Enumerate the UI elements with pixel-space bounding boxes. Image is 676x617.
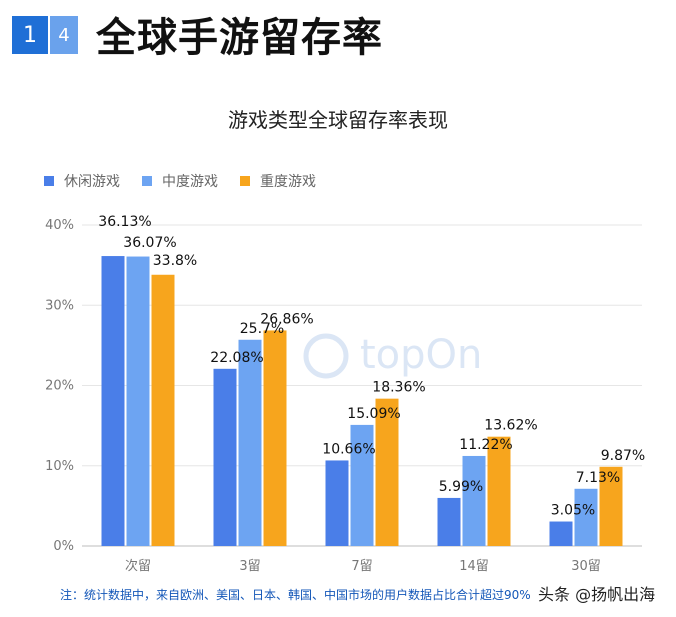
bar-hardcore — [599, 466, 623, 546]
data-label: 7.13% — [576, 470, 620, 486]
data-label: 33.8% — [153, 253, 197, 269]
bar-hardcore — [151, 274, 175, 546]
section-subnumber-badge: 4 — [50, 16, 78, 54]
y-tick-label: 20% — [45, 379, 74, 394]
y-tick-label: 40% — [45, 218, 74, 233]
data-label: 10.66% — [322, 441, 375, 457]
bar-casual — [549, 521, 573, 546]
legend-swatch-midcore — [142, 176, 152, 186]
data-label: 26.86% — [260, 311, 313, 327]
data-label: 9.87% — [601, 448, 645, 464]
legend-item-hardcore: 重度游戏 — [240, 171, 316, 191]
x-tick-label: 次留 — [125, 558, 151, 574]
bar-hardcore — [487, 436, 511, 546]
data-label: 18.36% — [372, 380, 425, 396]
legend-swatch-casual — [44, 176, 54, 186]
bar-casual — [437, 497, 461, 546]
data-label: 5.99% — [439, 479, 483, 495]
bar-casual — [213, 368, 237, 546]
data-label: 13.62% — [484, 418, 537, 434]
data-label: 22.08% — [210, 350, 263, 366]
footnote: 注：统计数据中，来自欧洲、美国、日本、韩国、中国市场的用户数据占比合计超过90% — [60, 588, 531, 602]
legend-swatch-hardcore — [240, 176, 250, 186]
x-tick-label: 7留 — [351, 559, 372, 574]
y-tick-label: 30% — [45, 298, 74, 313]
bar-midcore — [126, 256, 150, 546]
bar-midcore — [350, 424, 374, 546]
data-label: 36.07% — [123, 235, 176, 251]
data-label: 15.09% — [347, 406, 400, 422]
y-tick-label: 0% — [53, 539, 74, 554]
logo-watermark-icon — [303, 333, 349, 379]
chart-title: 游戏类型全球留存率表现 — [228, 108, 448, 132]
data-label: 3.05% — [551, 503, 595, 519]
chart-legend: 休闲游戏 中度游戏 重度游戏 — [44, 171, 338, 191]
legend-item-casual: 休闲游戏 — [44, 171, 120, 191]
bar-midcore — [574, 488, 598, 546]
x-tick-label: 14留 — [459, 559, 489, 574]
legend-item-midcore: 中度游戏 — [142, 171, 218, 191]
bar-casual — [101, 256, 125, 546]
section-number-badge: 1 — [12, 16, 48, 54]
bar-casual — [325, 460, 349, 546]
data-label: 11.22% — [459, 437, 512, 453]
y-tick-label: 10% — [45, 459, 74, 474]
logo-watermark: topOn — [360, 332, 482, 378]
legend-label-midcore: 中度游戏 — [162, 174, 218, 190]
bar-midcore — [238, 339, 262, 546]
bar-hardcore — [263, 330, 287, 546]
page-title: 全球手游留存率 — [96, 15, 383, 61]
section-subnumber: 4 — [58, 24, 70, 46]
data-label: 36.13% — [98, 214, 151, 230]
section-number: 1 — [23, 22, 37, 48]
data-label: 25.7% — [240, 321, 284, 337]
legend-label-hardcore: 重度游戏 — [260, 174, 316, 190]
bar-midcore — [462, 455, 486, 546]
x-tick-label: 3留 — [239, 559, 260, 574]
x-tick-label: 30留 — [571, 559, 601, 574]
bar-hardcore — [375, 398, 399, 546]
legend-label-casual: 休闲游戏 — [64, 174, 120, 190]
source-watermark: 头条 @扬帆出海 — [538, 581, 656, 605]
